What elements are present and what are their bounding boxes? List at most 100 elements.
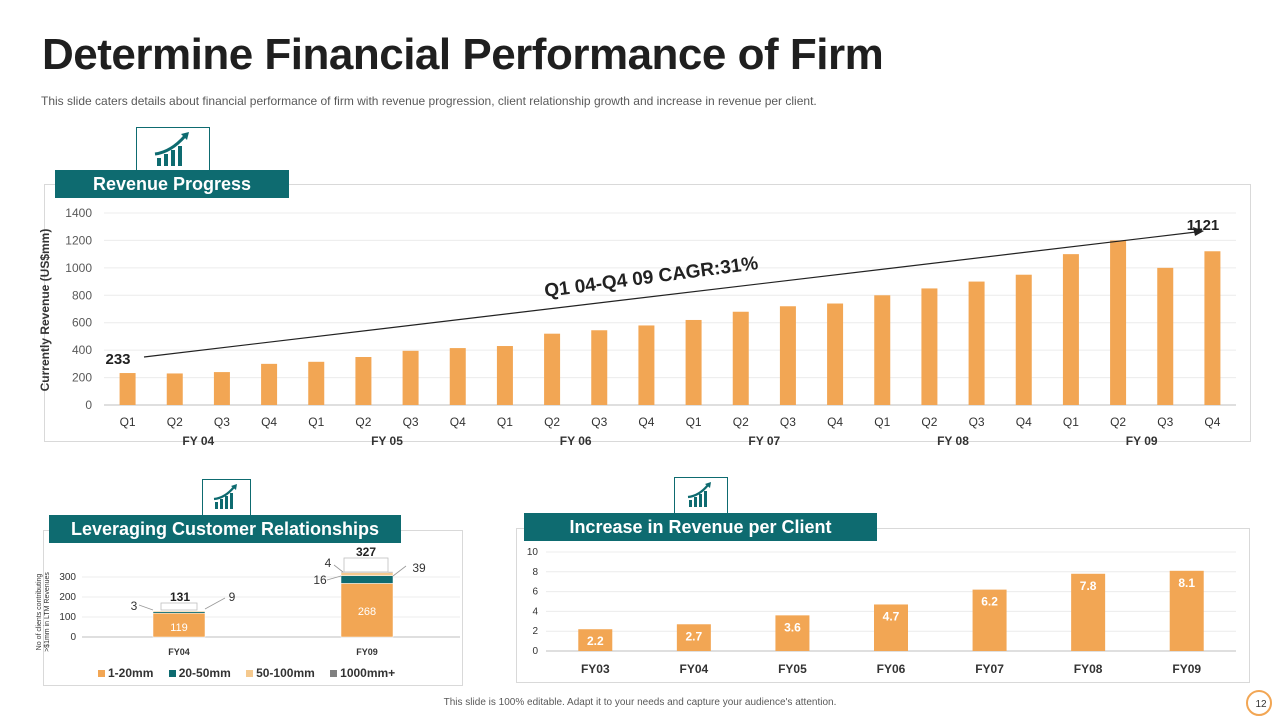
revenue-bar	[402, 350, 419, 405]
y-tick-label: 600	[72, 316, 92, 330]
revenue-per-client-header: Increase in Revenue per Client	[524, 513, 877, 541]
callout-line	[326, 575, 342, 581]
y-tick-label: 2	[532, 626, 538, 637]
bar-value-label: 8.1	[1178, 576, 1195, 590]
legend-label: 50-100mm	[256, 666, 315, 680]
quarter-label: Q3	[780, 415, 796, 429]
trend-arrow-line	[143, 231, 1197, 358]
revenue-bar	[119, 373, 136, 405]
y-tick-label: 1200	[65, 233, 92, 247]
segment-value-label: 9	[229, 590, 236, 604]
y-tick-label: 0	[85, 398, 92, 412]
legend-item: 1000mm+	[330, 666, 395, 680]
y-tick-label: 4	[532, 606, 538, 617]
callout-line	[204, 597, 226, 610]
start-value-label: 233	[105, 351, 130, 368]
clients-y-axis-label-line1: No of clients contributing	[36, 574, 43, 651]
segment-value-label: 4	[325, 556, 332, 570]
legend-swatch	[98, 669, 105, 677]
quarter-label: Q1	[686, 415, 702, 429]
quarter-label: Q2	[1110, 415, 1126, 429]
revenue-bar	[544, 333, 561, 405]
quarter-label: Q3	[214, 415, 230, 429]
quarter-label: Q1	[1063, 415, 1079, 429]
quarter-label: Q4	[1204, 415, 1220, 429]
revenue-bar	[685, 319, 702, 405]
segment-value-label: 16	[313, 573, 327, 587]
legend-swatch	[246, 669, 254, 677]
page-number-badge: 12	[1244, 688, 1274, 718]
revenue-bar	[921, 288, 938, 405]
y-tick-label: 0	[70, 632, 76, 643]
fiscal-year-label: FY 07	[748, 434, 780, 448]
quarter-label: Q2	[167, 415, 183, 429]
quarter-label: Q4	[450, 415, 466, 429]
legend-item: 50-100mm	[246, 666, 315, 680]
revenue-per-client-bar	[1169, 570, 1204, 651]
legend-label: 1000mm+	[340, 666, 396, 680]
revenue-y-axis-label: Currently Revenue (US$mm)	[38, 229, 52, 392]
y-tick-label: 200	[59, 592, 76, 603]
clients-legend: 1-20mm 20-50mm 50-100mm 1000mm+	[98, 666, 407, 680]
callout-box	[343, 557, 389, 573]
fiscal-year-label: FY 09	[1126, 434, 1158, 448]
revenue-bar	[1015, 274, 1032, 405]
callout-line	[333, 564, 344, 573]
segment-value-label: 119	[170, 622, 188, 634]
revenue-bar	[1110, 240, 1127, 405]
category-label: FY07	[975, 662, 1004, 676]
bar-value-label: 2.7	[686, 629, 703, 643]
revenue-bar	[166, 373, 183, 405]
revenue-bar	[1062, 254, 1079, 405]
trend-arrow-head	[1193, 227, 1204, 236]
quarter-label: Q4	[827, 415, 843, 429]
growth-chart-icon	[202, 479, 251, 517]
revenue-per-client-bar	[676, 624, 711, 651]
y-tick-label: 8	[532, 567, 538, 578]
quarter-label: Q4	[638, 415, 654, 429]
page-subtitle: This slide caters details about financia…	[41, 94, 817, 108]
callout-box	[160, 602, 198, 611]
revenue-bar	[968, 281, 985, 405]
revenue-per-client-bar	[1071, 573, 1106, 651]
revenue-progress-header: Revenue Progress	[55, 170, 289, 198]
revenue-bar	[779, 306, 796, 405]
revenue-bar	[591, 330, 608, 405]
quarter-label: Q2	[544, 415, 560, 429]
quarter-label: Q4	[1016, 415, 1032, 429]
total-value-label: 327	[356, 545, 376, 559]
quarter-label: Q3	[591, 415, 607, 429]
clients-y-axis-label-line2: >$1mm in LTM Revenues	[44, 572, 51, 652]
revenue-per-client-bar	[578, 629, 613, 651]
quarter-label: Q3	[969, 415, 985, 429]
quarter-label: Q1	[120, 415, 136, 429]
category-label: FY04	[680, 662, 709, 676]
segment-value-label: 3	[131, 599, 138, 613]
total-value-label: 131	[170, 590, 190, 604]
category-label: FY05	[778, 662, 807, 676]
fiscal-year-label: FY 06	[560, 434, 592, 448]
revenue-bar	[261, 363, 278, 405]
revenue-bar	[496, 346, 513, 405]
revenue-per-client-bar	[972, 589, 1007, 651]
revenue-bar	[449, 348, 466, 405]
bar-value-label: 7.8	[1080, 579, 1097, 593]
y-tick-label: 10	[527, 547, 539, 558]
legend-swatch	[168, 669, 176, 677]
category-label: FY09	[1172, 662, 1201, 676]
revenue-bar	[355, 357, 372, 405]
stacked-bar-segment	[152, 610, 206, 613]
y-tick-label: 800	[72, 288, 92, 302]
quarter-label: Q1	[497, 415, 513, 429]
revenue-bar	[213, 372, 230, 405]
quarter-label: Q3	[1157, 415, 1173, 429]
legend-label: 20-50mm	[178, 666, 231, 680]
legend-item: 1-20mm	[98, 666, 153, 680]
bar-value-label: 3.6	[784, 620, 801, 634]
quarter-label: Q2	[921, 415, 937, 429]
quarter-label: Q1	[308, 415, 324, 429]
revenue-bar	[874, 295, 891, 405]
quarter-label: Q2	[733, 415, 749, 429]
